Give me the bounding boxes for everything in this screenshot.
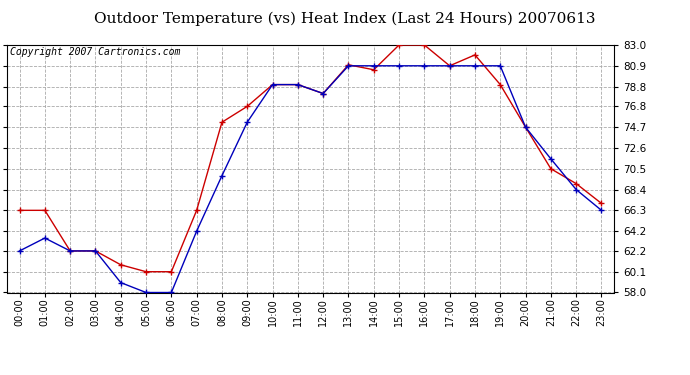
Text: Outdoor Temperature (vs) Heat Index (Last 24 Hours) 20070613: Outdoor Temperature (vs) Heat Index (Las…	[95, 11, 595, 26]
Text: Copyright 2007 Cartronics.com: Copyright 2007 Cartronics.com	[10, 48, 180, 57]
